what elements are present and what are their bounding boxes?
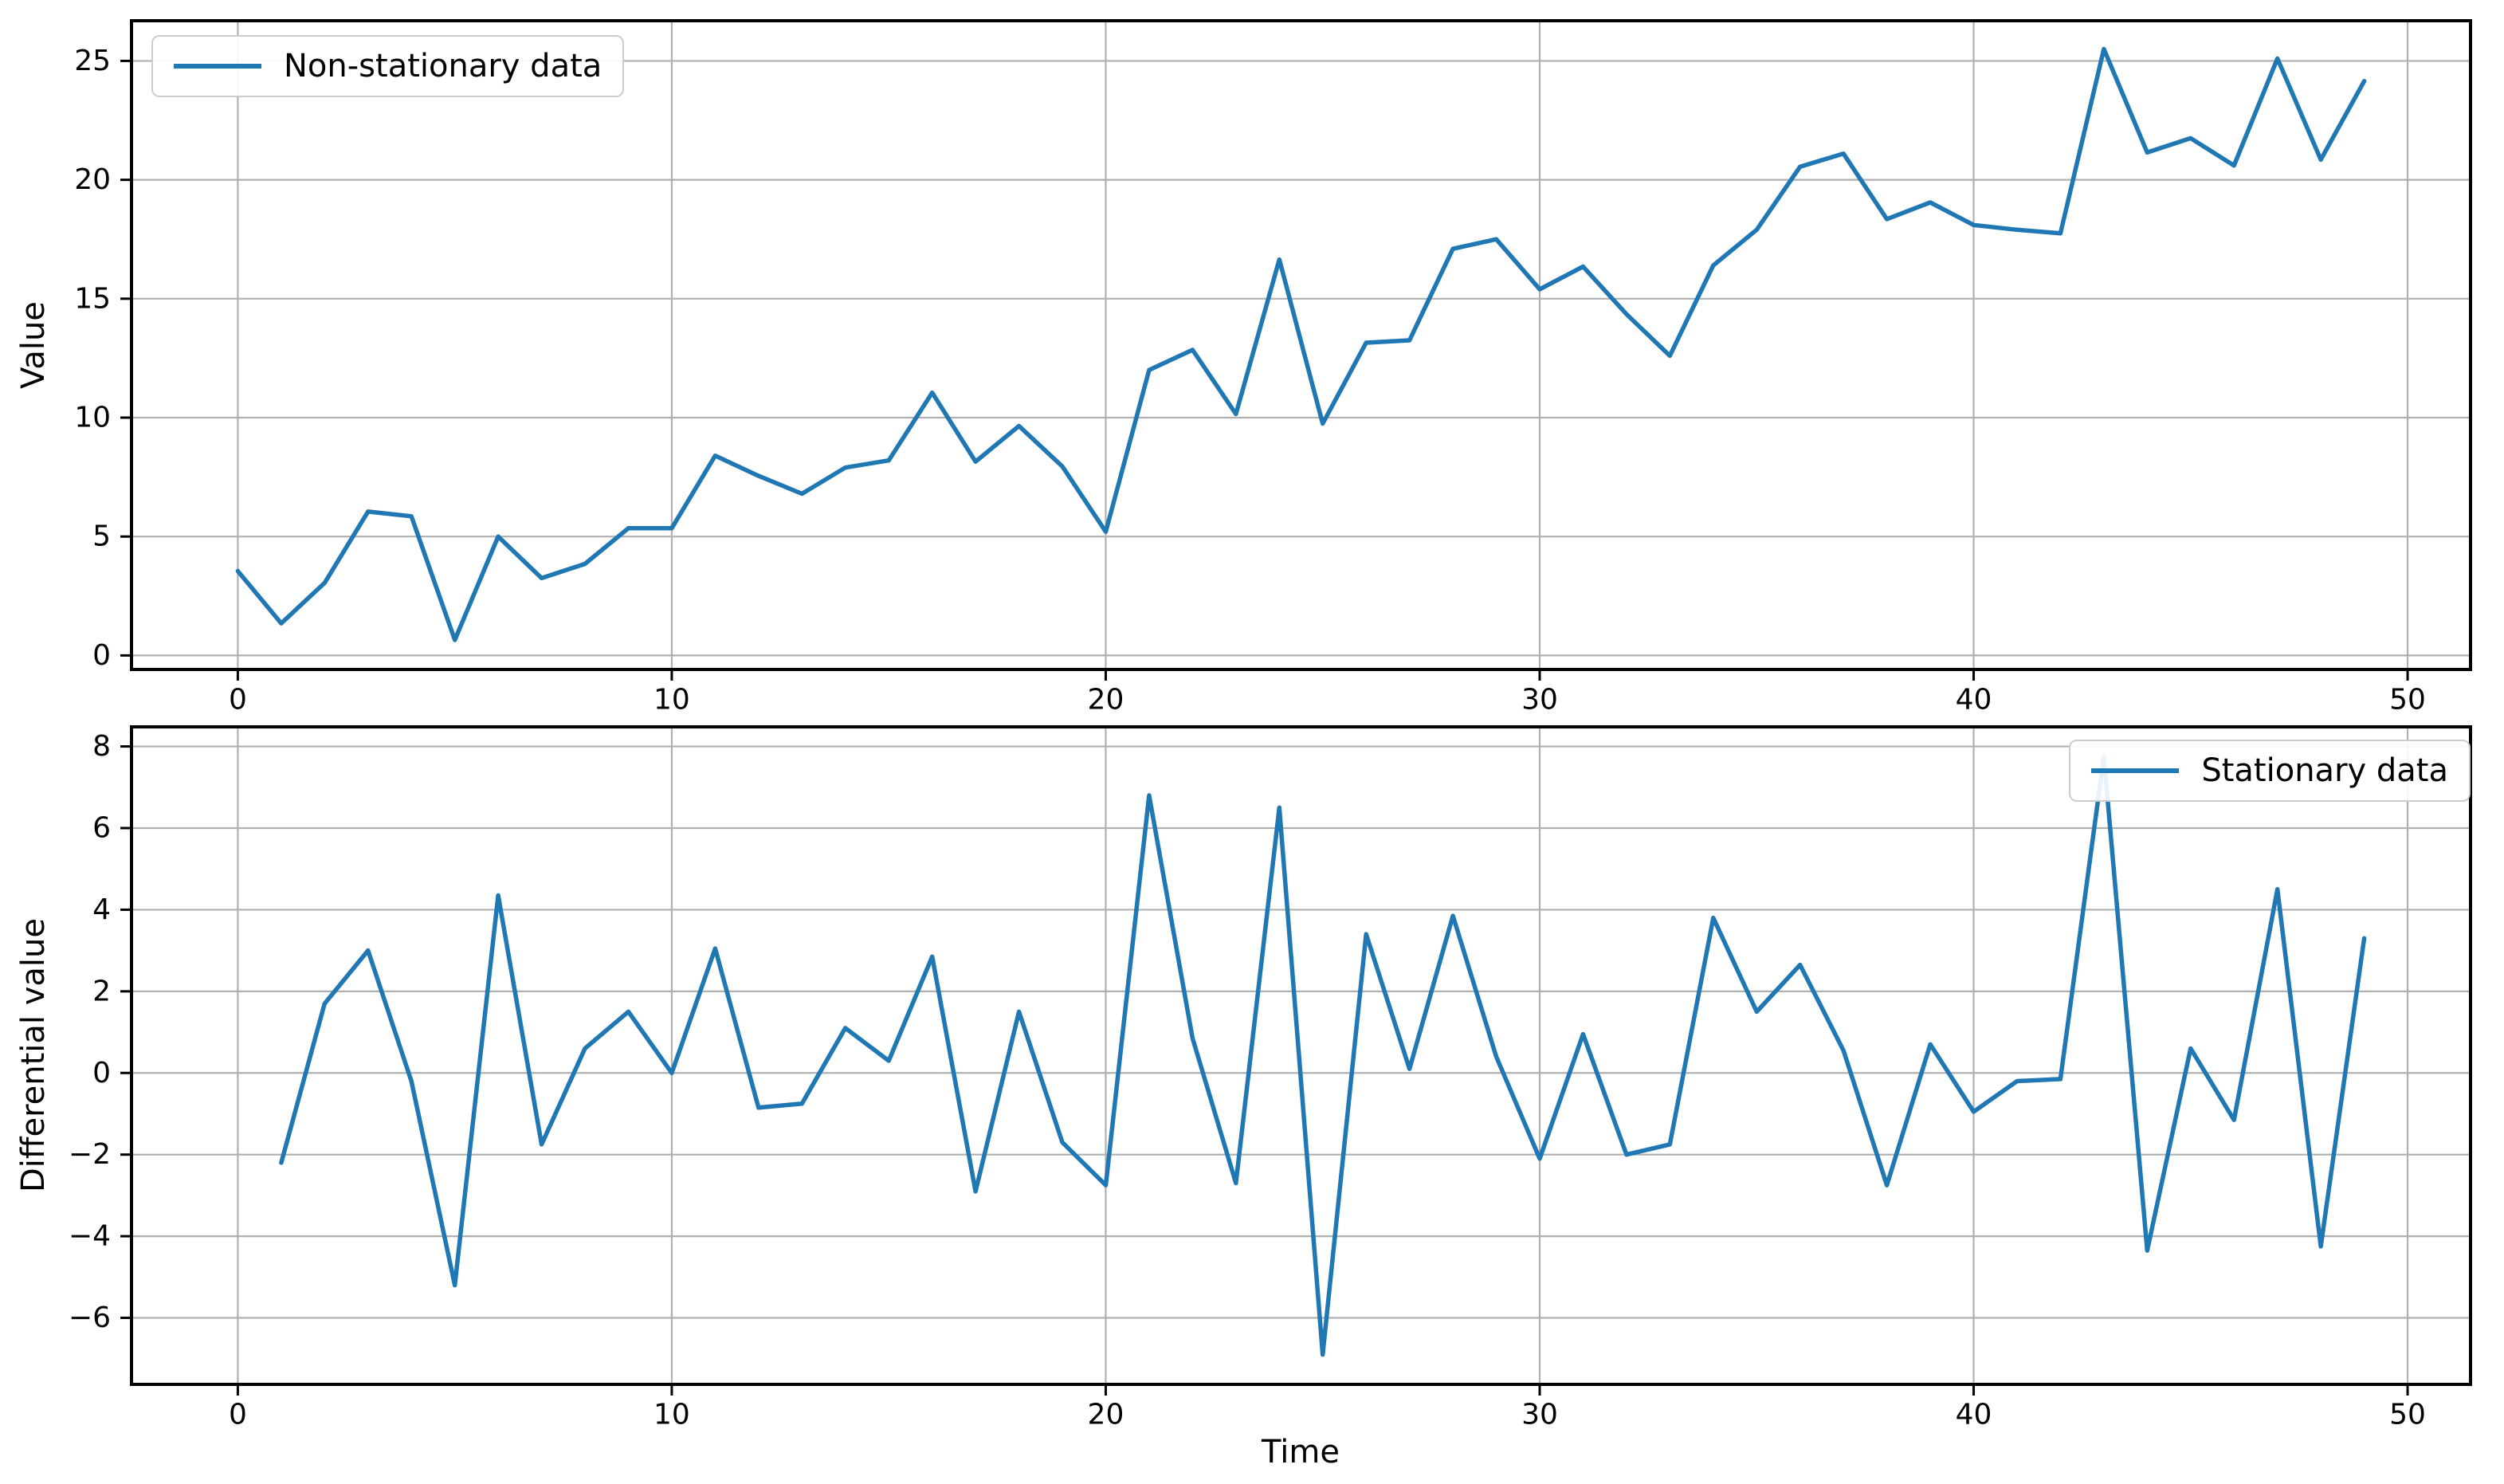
legend-label: Stationary data: [2201, 752, 2448, 789]
x-tick-label: 10: [653, 684, 690, 716]
top-chart: 0 10 20 30 40 50 0 5 10 15 20 25: [74, 19, 2472, 716]
x-tick-label: 40: [1956, 1399, 1992, 1431]
legend-line-sample: [2091, 768, 2180, 773]
y-tick-label: 8: [92, 730, 111, 763]
legend-line-sample: [174, 64, 261, 69]
y-tick-label: 0: [92, 639, 111, 672]
top-chart-ylabel: Value: [15, 301, 52, 389]
x-tick-label: 30: [1521, 1399, 1558, 1431]
x-tick-label: 20: [1088, 1399, 1124, 1431]
top-chart-spines: [130, 19, 2472, 671]
legend-stationary: Stationary data: [2069, 740, 2471, 802]
y-tick-label: 5: [92, 520, 111, 553]
y-tick-label: 20: [74, 163, 111, 196]
y-tick-label: 15: [74, 282, 111, 315]
y-tick-label: 6: [92, 812, 111, 845]
bottom-chart: 0 10 20 30 40 50 −6 −4 −2 0 2 4 6 8: [69, 725, 2472, 1431]
top-chart-series-line: [235, 46, 2367, 642]
bottom-chart-ylabel: Differential value: [15, 917, 52, 1193]
x-tick-label: 30: [1521, 684, 1558, 716]
legend-non-stationary: Non-stationary data: [151, 35, 625, 97]
y-tick-label: 4: [92, 893, 111, 926]
y-tick-label: −6: [69, 1301, 111, 1334]
bottom-chart-series-line: [279, 754, 2367, 1357]
y-tick-label: 0: [92, 1057, 111, 1089]
y-tick-label: 25: [74, 45, 111, 77]
x-tick-label: 20: [1088, 684, 1124, 716]
x-tick-label: 10: [653, 1399, 690, 1431]
bottom-chart-xlabel: Time: [1262, 1434, 1340, 1470]
y-tick-label: −2: [69, 1138, 111, 1171]
x-tick-label: 40: [1956, 684, 1992, 716]
legend-label: Non-stationary data: [284, 48, 602, 84]
x-tick-label: 0: [229, 1399, 247, 1431]
x-tick-label: 50: [2389, 684, 2426, 716]
y-tick-label: 10: [74, 402, 111, 434]
y-tick-label: −4: [69, 1220, 111, 1253]
bottom-chart-spines: [130, 725, 2472, 1386]
x-tick-label: 0: [229, 684, 247, 716]
x-tick-label: 50: [2389, 1399, 2426, 1431]
y-tick-label: 2: [92, 975, 111, 1007]
